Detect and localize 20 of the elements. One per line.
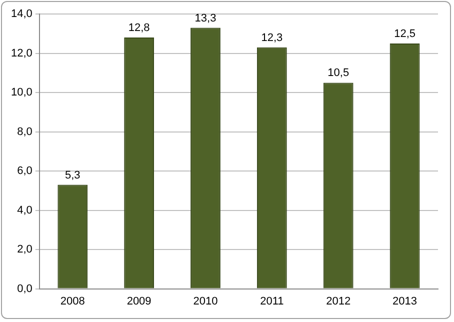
data-label: 13,3 (194, 12, 216, 24)
data-label: 12,8 (128, 22, 150, 34)
data-label: 5,3 (64, 169, 80, 182)
y-tick-label: 2,0 (17, 244, 32, 256)
x-tick-label: 2009 (126, 295, 152, 308)
data-label: 12,3 (261, 32, 283, 44)
y-tick-label: 12,0 (10, 47, 32, 60)
x-tick-label: 2012 (326, 295, 351, 308)
y-tick-label: 10,0 (10, 86, 32, 99)
y-tick-label: 14,0 (10, 8, 32, 20)
y-tick-label: 6,0 (17, 165, 32, 178)
x-tick-label: 2013 (392, 295, 418, 308)
y-tick-label: 8,0 (17, 126, 32, 138)
x-tick-label: 2011 (260, 295, 284, 308)
data-label: 10,5 (328, 67, 350, 80)
y-tick-label: 0,0 (17, 282, 32, 295)
y-tick-label: 4,0 (17, 204, 32, 216)
data-label: 12,5 (394, 28, 416, 40)
x-tick-label: 2010 (193, 295, 218, 308)
x-tick-label: 2008 (60, 295, 85, 308)
